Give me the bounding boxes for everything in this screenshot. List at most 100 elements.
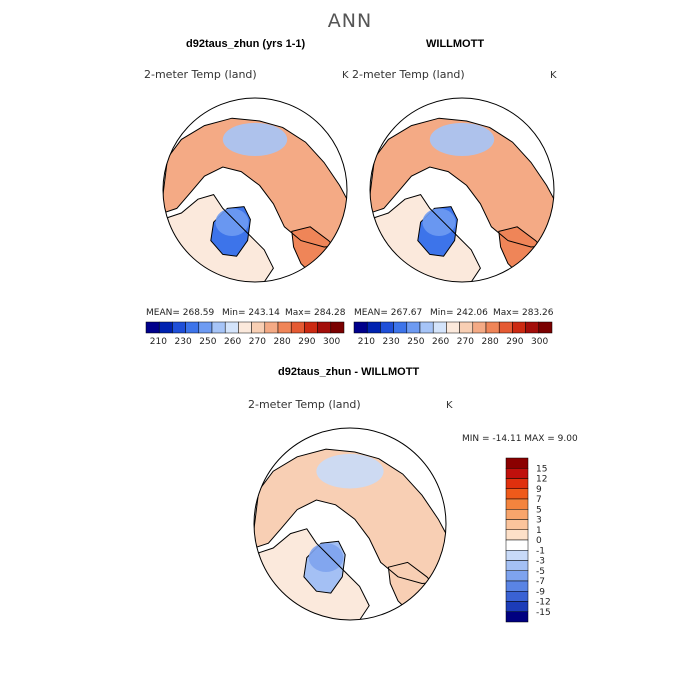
cold-region-siberia	[429, 122, 495, 156]
colorbar-0-box	[185, 321, 200, 334]
mean-stat-model: MEAN= 268.59	[146, 308, 215, 318]
colorbar-0-box	[264, 321, 279, 334]
colorbar-2-tick-label: 0	[536, 536, 542, 546]
colorbar-1-tick-label: 250	[407, 337, 424, 347]
map-border	[162, 97, 348, 283]
cold-region-siberia	[316, 453, 384, 489]
colorbar-0-tick-label: 280	[274, 337, 291, 347]
variable-label-obs: 2-meter Temp (land)	[352, 68, 465, 81]
colorbar-2-box	[505, 560, 529, 571]
colorbar-2-box	[505, 519, 529, 530]
cold-region-siberia	[222, 122, 288, 156]
colorbar-0-box	[158, 321, 173, 334]
colorbar-1-box	[472, 321, 487, 334]
colorbar-0-tick-label: 290	[298, 337, 315, 347]
map-border	[369, 97, 555, 283]
figure-title: ANN	[327, 10, 373, 32]
colorbar-1-box	[353, 321, 368, 334]
max-stat-model: Max= 284.28	[285, 308, 346, 318]
minmax-stat-diff: MIN = -14.11 MAX = 9.00	[462, 434, 578, 444]
polar-map-0	[162, 97, 348, 283]
colorbar-2-tick-label: 9	[536, 485, 542, 495]
colorbar-1-tick-label: 210	[358, 337, 375, 347]
land-eurasia	[254, 449, 446, 584]
colorbar-0-box	[211, 321, 226, 334]
colorbar-2-box	[505, 611, 529, 623]
colorbar-1-box	[380, 321, 394, 334]
colorbar-2-tick-label: -7	[536, 577, 545, 587]
colorbar-0-tick-label: 250	[199, 337, 216, 347]
colorbar-0-box	[251, 321, 266, 334]
cold-region-arctic-canada	[422, 208, 456, 236]
colorbar-2-box	[505, 539, 529, 551]
colorbar-2-box	[505, 478, 529, 489]
panel-title-model: d92taus_zhun (yrs 1-1)	[186, 38, 306, 50]
colorbar-0-box	[145, 321, 160, 334]
colorbar-2-tick-label: -15	[536, 608, 551, 618]
colorbar-1-tick-label: 280	[482, 337, 499, 347]
colorbar-2-box	[505, 468, 529, 479]
colorbar-1-box	[393, 321, 408, 334]
panel-title-obs: WILLMOTT	[426, 38, 485, 50]
variable-label-model: 2-meter Temp (land)	[144, 68, 257, 81]
min-stat-model: Min= 243.14	[222, 308, 280, 318]
colorbar-1-tick-label: 290	[506, 337, 523, 347]
colorbar-2-tick-label: -5	[536, 567, 545, 577]
colorbar-1-box	[485, 321, 500, 334]
min-stat-obs: Min= 242.06	[430, 308, 488, 318]
colorbar-2-box	[505, 580, 529, 592]
colorbar-2-tick-label: 1	[536, 526, 542, 536]
colorbar-0-box	[224, 321, 239, 334]
colorbar-0-tick-label: 270	[249, 337, 266, 347]
colorbar-1-box	[538, 321, 553, 334]
colorbar-2-box	[505, 550, 529, 561]
colorbar-2-tick-label: 5	[536, 505, 542, 515]
colorbar-0-box	[198, 321, 213, 334]
colorbar-2-tick-label: 12	[536, 475, 547, 485]
colorbar-0-box	[317, 321, 332, 334]
polar-map-2	[253, 427, 447, 621]
colorbar-0-box	[304, 321, 318, 334]
colorbar-0-box	[330, 321, 345, 334]
colorbar-0-tick-label: 210	[150, 337, 167, 347]
colorbar-1-box	[459, 321, 474, 334]
colorbar-1-box	[406, 321, 421, 334]
colorbar-0-box	[238, 321, 252, 334]
mean-stat-obs: MEAN= 267.67	[354, 308, 423, 318]
colorbar-1-box	[512, 321, 526, 334]
colorbar-2-box	[505, 601, 529, 612]
map-border	[253, 427, 447, 621]
colorbar-1-box	[498, 321, 513, 334]
land-layer	[370, 117, 554, 282]
colorbar-1-box	[419, 321, 434, 334]
colorbar-2-tick-label: 7	[536, 495, 542, 505]
colorbar-2-box	[505, 498, 529, 510]
max-stat-obs: Max= 283.26	[493, 308, 554, 318]
colorbar-2-box	[505, 570, 529, 582]
colorbar-1-tick-label: 260	[432, 337, 449, 347]
colorbar-1-tick-label: 300	[531, 337, 548, 347]
colorbar-2-box	[505, 509, 529, 520]
colorbar-1-box	[525, 321, 540, 334]
land-eurasia	[163, 118, 347, 247]
cold-region-arctic-canada	[308, 543, 344, 572]
units-label-obs: K	[550, 70, 557, 81]
colorbar-2-box	[505, 591, 529, 602]
colorbar-1-box	[446, 321, 460, 334]
colorbar-1-box	[366, 321, 381, 334]
land-eurasia	[370, 118, 554, 247]
colorbar-2-box	[505, 457, 529, 469]
colorbar-1-box	[432, 321, 447, 334]
colorbar-0-tick-label: 230	[175, 337, 192, 347]
colorbar-2-tick-label: -9	[536, 587, 545, 597]
colorbar-2-tick-label: 3	[536, 516, 542, 526]
panel-title-diff: d92taus_zhun - WILLMOTT	[278, 366, 420, 378]
colorbar-2-tick-label: 15	[536, 464, 547, 474]
colorbar-2-tick-label: -3	[536, 557, 545, 567]
units-label-diff: K	[446, 400, 453, 411]
colorbar-0-tick-label: 300	[323, 337, 340, 347]
colorbar-0-box	[172, 321, 186, 334]
colorbar-1-tick-label: 270	[457, 337, 474, 347]
colorbar-2-box	[505, 488, 529, 500]
